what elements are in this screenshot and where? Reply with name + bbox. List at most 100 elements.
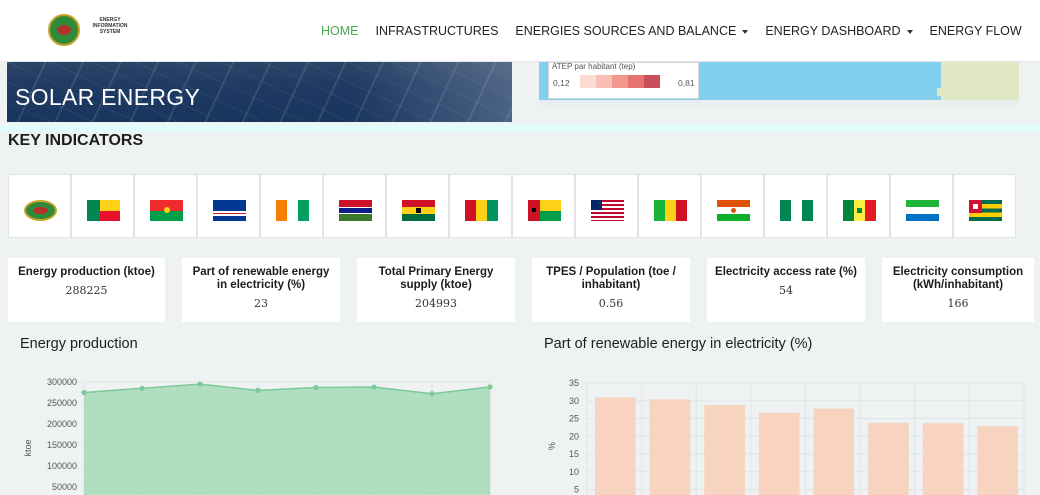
- bar: [868, 422, 909, 495]
- key-indicators-title: KEY INDICATORS: [8, 132, 144, 149]
- indicator-label: Part of renewable energy in electricity …: [192, 266, 330, 291]
- legend-swatch: [628, 75, 644, 88]
- data-point: [487, 384, 493, 390]
- indicator-value: 204993: [415, 297, 457, 310]
- ghana-flag-icon: [402, 200, 435, 221]
- legend-max: 0,81: [678, 78, 695, 88]
- country-flag-row: [8, 174, 1016, 238]
- flag-button-guinea[interactable]: [449, 174, 512, 238]
- y-tick-label: 5: [574, 485, 579, 495]
- hero-title: SOLAR ENERGY: [15, 84, 201, 110]
- indicator-card-energy-production: Energy production (ktoe) 288225: [8, 258, 165, 322]
- menu-infrastructures[interactable]: INFRASTRUCTURES: [375, 24, 499, 38]
- flag-button-mali[interactable]: [638, 174, 701, 238]
- series-line: [83, 383, 491, 395]
- y-tick-label: 20: [569, 431, 579, 441]
- flag-button-burkina-faso[interactable]: [134, 174, 197, 238]
- y-tick-label: 35: [569, 378, 579, 388]
- flag-button-cote-divoire[interactable]: [260, 174, 323, 238]
- indicator-card-electricity-access: Electricity access rate (%) 54: [707, 258, 865, 322]
- indicator-label: Total Primary Energy supply (ktoe): [378, 266, 494, 291]
- flag-button-nigeria[interactable]: [764, 174, 827, 238]
- map-land-fragment: [937, 88, 943, 96]
- indicator-value: 54: [779, 284, 793, 297]
- flag-button-niger[interactable]: [701, 174, 764, 238]
- flag-button-benin[interactable]: [71, 174, 134, 238]
- bar: [922, 423, 964, 495]
- bar: [595, 397, 636, 495]
- y-axis-label: %: [547, 442, 557, 450]
- y-tick-label: 250000: [47, 398, 77, 408]
- flag-button-senegal[interactable]: [827, 174, 890, 238]
- data-point: [139, 385, 145, 391]
- flag-button-sierra-leone[interactable]: [890, 174, 953, 238]
- legend-swatch: [612, 75, 628, 88]
- cape-verde-flag-icon: [213, 200, 246, 221]
- y-tick-label: 30: [569, 396, 579, 406]
- y-axis-label: ktoe: [23, 439, 33, 456]
- guinea-bissau-flag-icon: [528, 200, 561, 221]
- bar: [977, 426, 1018, 495]
- y-tick-label: 15: [569, 449, 579, 459]
- benin-flag-icon: [87, 200, 120, 221]
- flag-button-guinea-bissau[interactable]: [512, 174, 575, 238]
- y-tick-label: 300000: [47, 377, 77, 387]
- data-point: [197, 381, 203, 387]
- main-menu: HOME INFRASTRUCTURES ENERGIES SOURCES AN…: [321, 24, 1039, 38]
- map-panel[interactable]: ATEP par habitant (tep) 0,12 0,81: [539, 62, 1019, 106]
- liberia-flag-icon: [591, 200, 624, 221]
- indicator-value: 23: [254, 297, 268, 310]
- burkina-faso-flag-icon: [150, 200, 183, 221]
- flag-button-gambia[interactable]: [323, 174, 386, 238]
- area-fill: [84, 384, 490, 495]
- indicator-value: 288225: [65, 284, 108, 297]
- flag-button-togo[interactable]: [953, 174, 1016, 238]
- flag-button-cape-verde[interactable]: [197, 174, 260, 238]
- indicator-label: Electricity access rate (%): [715, 266, 857, 278]
- mali-flag-icon: [654, 200, 687, 221]
- indicator-label: Electricity consumption (kWh/inhabitant): [892, 266, 1024, 291]
- energy-production-chart: 50000 100000 150000 200000 250000 300000 ktoe: [23, 377, 493, 495]
- ecowas-logo-icon[interactable]: [48, 14, 80, 46]
- bar: [758, 412, 800, 495]
- legend-swatch: [580, 75, 596, 88]
- section-divider: [0, 124, 1040, 132]
- menu-energies-sources-and-balance[interactable]: ENERGIES SOURCES AND BALANCE: [515, 24, 749, 38]
- caret-down-icon: [742, 29, 749, 34]
- senegal-flag-icon: [843, 200, 876, 221]
- data-point: [255, 387, 261, 393]
- indicator-card-tpes-per-capita: TPES / Population (toe / inhabitant) 0.5…: [532, 258, 690, 322]
- caret-down-icon: [906, 29, 913, 34]
- menu-home[interactable]: HOME: [321, 24, 359, 38]
- menu-energy-dashboard[interactable]: ENERGY DASHBOARD: [765, 24, 913, 38]
- menu-energy-flow[interactable]: ENERGY FLOW: [929, 24, 1022, 38]
- indicator-label: Energy production (ktoe): [18, 266, 155, 278]
- nigeria-flag-icon: [780, 200, 813, 221]
- hero-banner: SOLAR ENERGY: [7, 62, 512, 122]
- flag-button-liberia[interactable]: [575, 174, 638, 238]
- legend-title: ATEP par habitant (tep): [552, 62, 636, 71]
- ecowas-emblem-icon: [24, 200, 57, 221]
- y-tick-label: 10: [569, 467, 579, 477]
- logo-text: ENERGY INFORMATION SYSTEM: [92, 17, 128, 35]
- legend-swatch: [596, 75, 612, 88]
- energy-production-chart-title: Energy production: [20, 336, 138, 352]
- renewable-chart-title: Part of renewable energy in electricity …: [544, 336, 813, 352]
- gambia-flag-icon: [339, 200, 372, 221]
- flag-button-ecowas[interactable]: [8, 174, 71, 238]
- map-legend: ATEP par habitant (tep) 0,12 0,81: [548, 62, 699, 99]
- legend-color-scale: [580, 75, 660, 88]
- top-navbar: ENERGY INFORMATION SYSTEM HOME INFRASTRU…: [0, 0, 1040, 62]
- y-tick-label: 200000: [47, 419, 77, 429]
- cote-divoire-flag-icon: [276, 200, 309, 221]
- bar: [813, 408, 855, 495]
- map-land: [941, 62, 1019, 100]
- bar: [704, 405, 745, 495]
- flag-button-ghana[interactable]: [386, 174, 449, 238]
- y-tick-label: 50000: [52, 482, 77, 492]
- data-point: [81, 389, 87, 396]
- indicator-card-tpes: Total Primary Energy supply (ktoe) 20499…: [357, 258, 515, 322]
- data-point: [429, 391, 435, 397]
- legend-swatch: [644, 75, 660, 88]
- y-tick-label: 100000: [47, 461, 77, 471]
